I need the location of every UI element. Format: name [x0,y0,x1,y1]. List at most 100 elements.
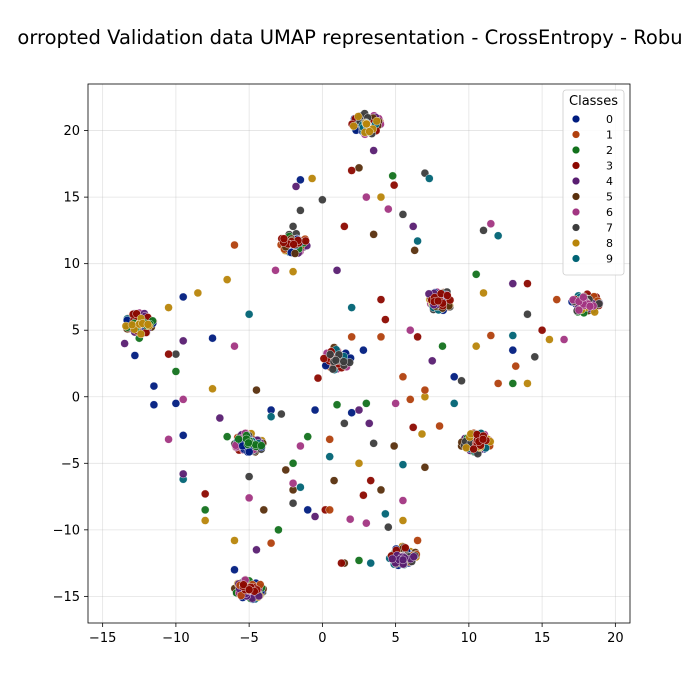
data-point-class-2 [288,459,298,468]
data-point-class-0 [149,381,159,391]
data-point-class-8 [143,320,153,329]
data-point-class-3 [401,543,410,553]
data-point-class-7 [328,364,338,374]
data-point-class-3 [523,279,532,288]
data-point-class-1 [376,332,386,342]
legend-label-class-5: 5 [606,191,613,204]
data-point-class-2 [200,505,210,515]
data-point-class-7 [339,357,348,366]
data-point-class-3 [347,166,356,175]
y-tick-label: 20 [63,124,80,139]
data-point-class-2 [362,399,371,408]
data-point-class-1 [325,435,334,444]
data-point-class-8 [307,174,317,183]
data-point-class-6 [288,479,298,488]
data-point-class-1 [420,385,430,395]
data-point-class-8 [376,192,386,202]
data-point-class-2 [303,432,312,441]
data-point-class-3 [359,491,368,500]
data-point-class-3 [409,423,418,432]
data-point-class-7 [296,206,305,215]
data-point-class-2 [508,379,518,388]
data-point-class-9 [325,452,334,461]
data-point-class-3 [313,373,323,383]
data-point-class-7 [331,356,341,365]
data-point-class-8 [208,384,217,393]
data-point-class-1 [398,372,408,381]
y-axis: −15 −10 −5 0 5 10 15 20 [53,124,88,605]
data-point-class-0 [149,400,159,409]
data-point-class-3 [337,558,346,568]
data-point-class-9 [296,483,305,492]
data-point-class-9 [366,558,375,568]
data-point-class-7 [340,419,349,428]
data-point-class-4 [409,552,418,561]
data-point-class-0 [230,565,239,574]
data-point-class-3 [164,349,173,359]
data-point-class-6 [164,435,173,444]
data-point-class-5 [354,163,364,173]
legend-items: 0 1 2 3 4 5 6 7 8 9 [572,113,613,266]
data-point-class-4 [354,405,364,415]
data-point-class-8 [398,516,408,525]
data-point-class-3 [381,315,390,324]
data-point-class-3 [279,234,289,243]
data-point-class-6 [486,219,496,228]
legend-title: Classes [569,94,618,109]
data-point-class-5 [420,463,430,472]
data-point-class-1 [511,361,520,371]
data-point-class-1 [266,538,276,548]
data-point-class-6 [585,302,595,311]
y-tick-label: 10 [63,257,80,272]
data-point-class-5 [252,385,261,395]
data-point-class-1 [552,295,561,304]
data-point-class-7 [530,352,539,362]
data-point-class-9 [425,174,434,183]
y-tick-label: 5 [72,324,80,339]
data-point-class-8 [288,267,298,276]
data-point-class-3 [340,222,349,231]
data-point-class-3 [289,240,298,249]
data-point-class-5 [410,246,419,255]
y-tick-label: −10 [53,523,80,538]
data-point-class-2 [274,525,283,535]
y-tick-label: 0 [72,390,80,405]
data-point-class-4 [508,279,518,288]
data-point-class-2 [222,432,232,441]
data-point-class-3 [413,332,422,342]
data-point-class-2 [257,441,266,450]
data-point-class-0 [359,345,368,355]
data-point-class-8 [127,320,137,330]
data-point-class-5 [290,249,300,258]
data-point-class-8 [354,459,364,468]
data-point-class-4 [252,545,261,555]
data-point-class-3 [244,585,254,594]
y-tick-label: −15 [53,590,80,605]
data-point-class-4 [409,222,418,231]
data-point-class-7 [369,439,378,448]
legend-marker-class-2 [572,145,581,154]
x-tick-label: 10 [461,631,478,646]
data-point-class-8 [545,335,554,344]
x-tick-label: 0 [318,631,326,646]
data-point-class-6 [244,493,254,503]
data-point-class-2 [244,438,253,448]
data-point-class-5 [259,505,268,515]
data-point-class-2 [438,341,447,351]
data-point-class-7 [457,376,466,385]
data-point-class-8 [471,341,481,351]
legend-marker-class-1 [572,130,581,139]
data-point-class-5 [281,465,290,475]
data-point-class-3 [537,326,547,335]
data-point-class-6 [574,305,584,315]
legend-label-class-0: 0 [606,113,613,126]
data-point-class-5 [329,476,339,485]
data-point-class-1 [435,421,444,431]
data-point-class-8 [136,329,146,339]
data-point-class-1 [230,240,239,250]
legend-box [562,89,625,276]
legend-marker-class-9 [572,254,581,263]
data-point-class-6 [179,395,188,404]
data-point-class-0 [179,292,188,302]
